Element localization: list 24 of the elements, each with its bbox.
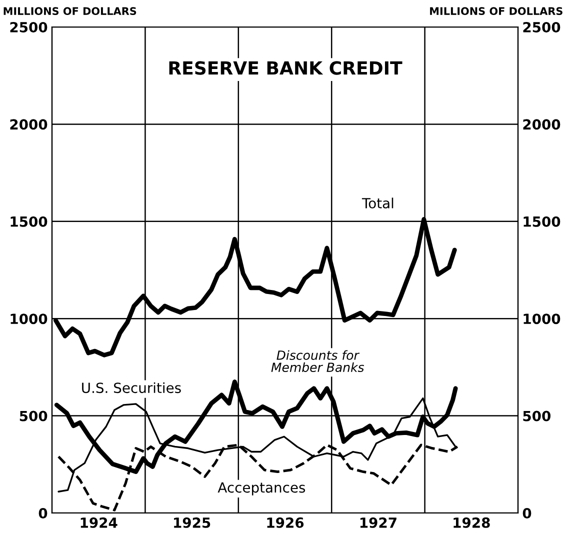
y-tick-label: 500 [20, 410, 48, 422]
x-tick-label: 1925 [174, 517, 210, 528]
x-tick-label: 1924 [80, 517, 118, 528]
y2-tick-label: 0 [522, 508, 532, 518]
text: RESERVE BANK CREDIT [169, 61, 402, 75]
series-label: Acceptances [218, 482, 306, 496]
series-label: U.S. Securities [82, 382, 181, 394]
y-tick-label: 2500 [10, 22, 48, 32]
y2-tick-label: 1000 [524, 314, 560, 324]
y-axis-title: MILLIONS OF DOLLARS [4, 7, 136, 16]
y2-tick-label: 2500 [523, 22, 560, 32]
y-tick-label: 1500 [10, 216, 48, 227]
y2-tick-label: 1500 [524, 216, 560, 227]
y2-tick-label: 2000 [523, 119, 560, 130]
y-tick-label: 0 [38, 508, 48, 518]
text: Discounts for Member Banks [271, 350, 364, 372]
y2-tick-label: 500 [523, 410, 550, 422]
x-tick-label: 1928 [454, 517, 490, 528]
text: Total [362, 198, 394, 208]
x-tick-label: 1926 [267, 517, 304, 528]
y2-axis-title: MILLIONS OF DOLLARS [430, 7, 562, 16]
y-tick-label: 1000 [10, 314, 48, 324]
x-tick-label: 1927 [360, 517, 396, 528]
y-tick-label: 2000 [10, 119, 48, 130]
